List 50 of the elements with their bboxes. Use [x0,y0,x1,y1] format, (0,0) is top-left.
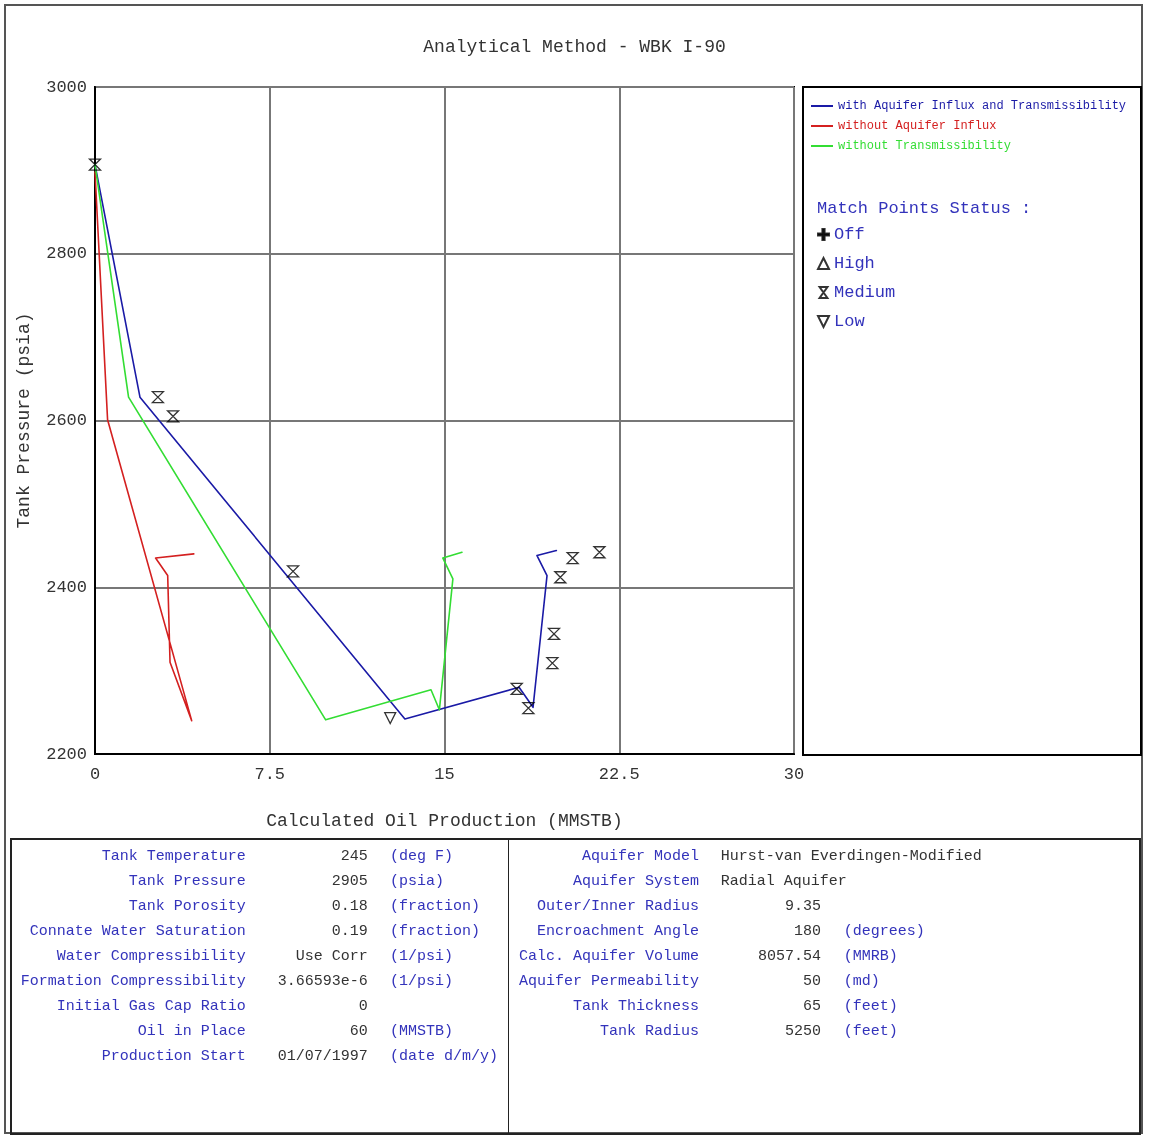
x-tick-label: 30 [783,765,805,784]
text: Connate Water Saturation 0.19 (fraction) [29,923,481,940]
y-tick-label: 3000 [46,77,87,97]
text: Tank Thickness 65 (feet) [572,998,898,1015]
point [522,701,535,715]
y-tick-label: 2400 [46,577,87,597]
point [166,410,180,423]
x-tick-label: 7.5 [254,765,286,784]
text: Aquifer Permeability 50 (md) [518,973,880,990]
y-tick-label: 2600 [46,411,87,430]
legend-label: without Aquifer Influx [838,119,997,133]
point [88,158,102,171]
point [546,656,559,670]
x-tick-label: 22.5 [598,765,640,784]
text: Tank Pressure 2905 (psia) [128,873,445,890]
legend-label: Low [834,312,866,331]
text: Formation Compressibility 3.66593e-6 (1/psi) [20,973,454,990]
text: Aquifer Model Hurst-van Everdingen-Modified [581,848,982,865]
point [384,712,397,725]
point [547,627,561,641]
text: Outer/Inner Radius 9.35 [536,898,821,915]
chart-title: Analytical Method - WBK I-90 [423,37,726,57]
legend-label: Medium [834,283,896,302]
point [554,571,567,584]
x-axis-title: Calculated Oil Production (MMSTB) [266,811,623,831]
point [510,682,523,696]
text: Tank Temperature 245 (deg F) [101,848,454,865]
text: Oil in Place 60 (MMSTB) [137,1023,454,1040]
text: Tank Radius 5250 (feet) [599,1023,898,1040]
point [286,565,300,578]
text: Production Start 01/07/1997 (date d/m/y) [101,1048,499,1065]
text: Calc. Aquifer Volume 8057.54 (MMRB) [518,948,898,965]
text: Aquifer System Radial Aquifer [572,873,847,890]
x-tick-label: 15 [434,765,455,784]
y-axis-title: Tank Pressure (psia) [14,312,34,529]
text: Water Compressibility Use Corr (1/psi) [56,948,454,965]
legend-label: Off [834,225,865,244]
point [151,391,165,404]
legend-title: Match Points Status : [817,199,1032,218]
point [566,551,579,565]
legend-label: without Transmissibility [838,139,1011,153]
text: Initial Gas Cap Ratio 0 [56,998,368,1015]
y-tick-label: 2200 [46,744,87,764]
legend-label: with Aquifer Influx and Transmissibility [838,99,1127,113]
y-tick-label: 2800 [46,244,87,264]
text: Tank Porosity 0.18 (fraction) [128,898,481,915]
x-tick-label: 0 [89,765,101,784]
text: Encroachment Angle 180 (degrees) [536,923,925,940]
point [593,546,606,559]
legend-label: High [834,254,875,273]
